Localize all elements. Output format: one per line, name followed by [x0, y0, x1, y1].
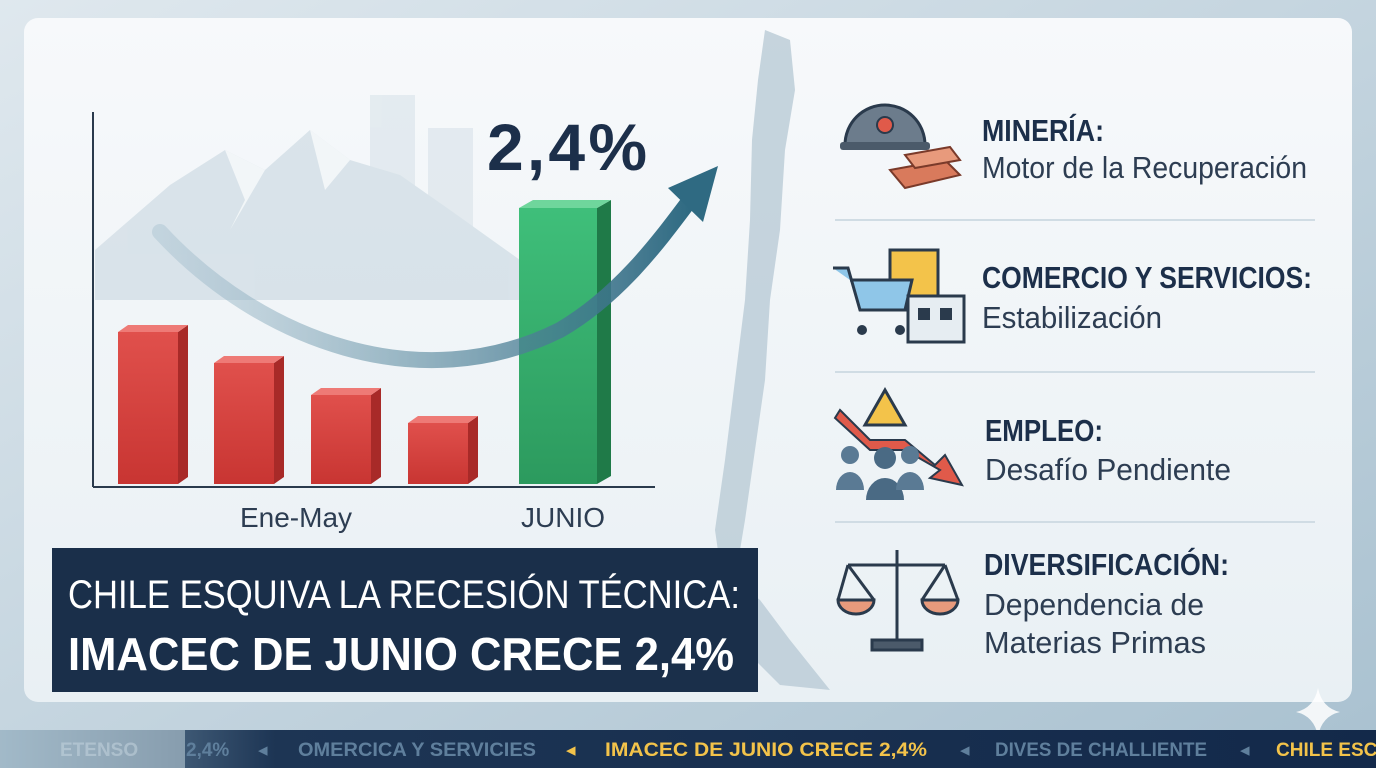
ticker-sep: ◂ — [960, 740, 970, 761]
ticker-sep: ◂ — [566, 740, 576, 761]
ticker-item: IMACEC DE JUNIO CRECE 2,4% — [605, 740, 927, 761]
headline-box — [52, 548, 758, 692]
ticker-item: DIVES DE CHALLIENTE — [995, 740, 1207, 761]
item-text: Dependencia de — [984, 587, 1204, 622]
ticker-bar — [0, 730, 1376, 768]
big-value: 2,4% — [487, 110, 647, 184]
item-title: EMPLEO: — [985, 413, 1103, 448]
item-title: COMERCIO Y SERVICIOS: — [982, 260, 1312, 295]
chile-map — [715, 30, 830, 690]
bars — [118, 200, 611, 484]
headline-line: CHILE ESQUIVA LA RECESIÓN TÉCNICA: — [68, 572, 740, 617]
ticker-item: ETENSO — [60, 740, 138, 761]
mining-icon — [840, 103, 962, 190]
dividers — [835, 219, 1315, 523]
item-title: MINERÍA: — [982, 113, 1104, 148]
balance-icon — [836, 550, 960, 652]
item-title: DIVERSIFICACIÓN: — [984, 546, 1229, 582]
commerce-icon — [833, 248, 966, 344]
mountains — [95, 95, 520, 300]
item-text: Motor de la Recuperación — [982, 150, 1307, 185]
ticker-item: 2,4% — [186, 740, 229, 761]
ticker-item: OMERCICA Y SERVICIES — [298, 740, 536, 761]
headline-line: IMACEC DE JUNIO CRECE 2,4% — [68, 628, 734, 680]
item-text: Materias Primas — [984, 625, 1206, 660]
period-label: JUNIO — [521, 502, 605, 533]
item-text: Desafío Pendiente — [985, 452, 1231, 487]
trend-arrow — [152, 192, 698, 368]
ticker-sep: ◂ — [1240, 740, 1250, 761]
ticker-sep: ◂ — [258, 740, 268, 761]
sparkle — [1296, 688, 1340, 736]
item-text: Estabilización — [982, 300, 1162, 335]
ticker-fade — [0, 730, 185, 768]
period-label: Ene-May — [240, 502, 352, 533]
arrow-head — [668, 166, 718, 222]
employment-icon — [833, 386, 964, 500]
ticker-item: CHILE ESC — [1276, 740, 1376, 761]
